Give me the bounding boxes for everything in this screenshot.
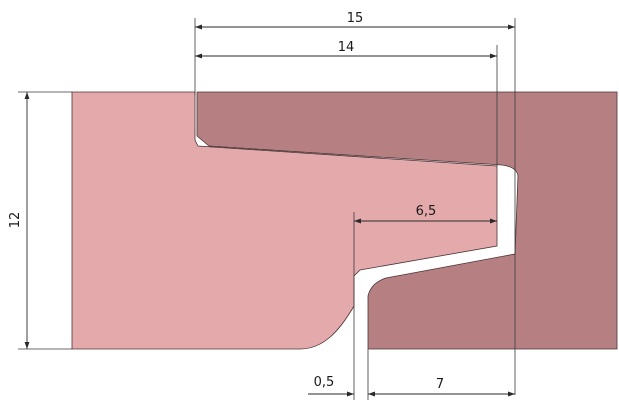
- dimension-6-5-label: 6,5: [416, 204, 437, 219]
- right-part: [196, 91, 618, 350]
- dimension-14-label: 14: [338, 40, 355, 55]
- dimension-15-label: 15: [347, 11, 364, 26]
- extension-lines: [18, 18, 516, 400]
- dimension-7: 7: [368, 377, 515, 397]
- dimension-15: 15: [195, 11, 515, 30]
- left-part: [71, 91, 498, 350]
- dimension-12-label: 12: [8, 212, 23, 229]
- dimension-14: 14: [195, 40, 497, 59]
- dimension-7-label: 7: [436, 377, 444, 392]
- dimension-12: 12: [8, 92, 30, 349]
- dimension-0-5: 0,5: [308, 375, 375, 397]
- dimension-6-5: 6,5: [354, 204, 497, 224]
- dimension-0-5-label: 0,5: [314, 375, 335, 390]
